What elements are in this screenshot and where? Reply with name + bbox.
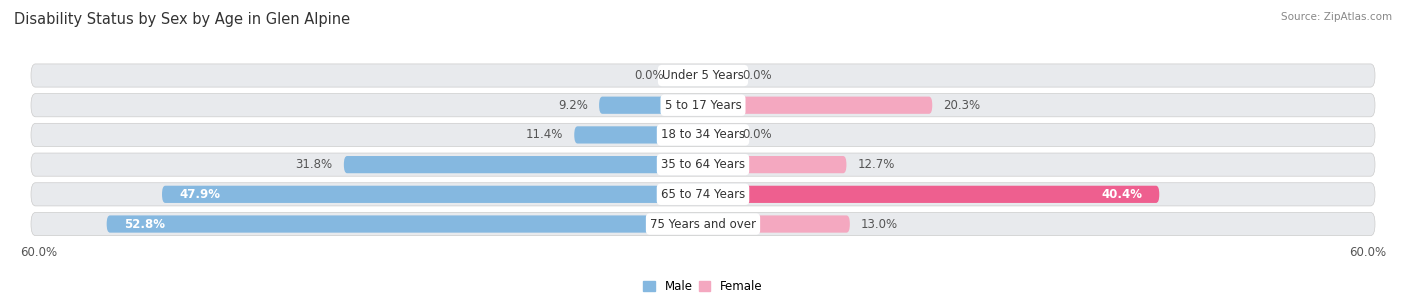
FancyBboxPatch shape	[599, 97, 703, 114]
Text: 31.8%: 31.8%	[295, 158, 333, 171]
FancyBboxPatch shape	[703, 156, 846, 173]
FancyBboxPatch shape	[31, 94, 1375, 117]
FancyBboxPatch shape	[31, 64, 1375, 87]
Text: 11.4%: 11.4%	[526, 128, 562, 141]
FancyBboxPatch shape	[31, 153, 1375, 176]
FancyBboxPatch shape	[31, 212, 1375, 236]
Text: 9.2%: 9.2%	[558, 99, 588, 112]
FancyBboxPatch shape	[703, 186, 1160, 203]
Text: Under 5 Years: Under 5 Years	[662, 69, 744, 82]
Text: 40.4%: 40.4%	[1101, 188, 1142, 201]
Text: 75 Years and over: 75 Years and over	[650, 218, 756, 230]
FancyBboxPatch shape	[344, 156, 703, 173]
FancyBboxPatch shape	[31, 123, 1375, 147]
Text: 12.7%: 12.7%	[858, 158, 896, 171]
FancyBboxPatch shape	[703, 216, 849, 233]
FancyBboxPatch shape	[703, 97, 932, 114]
Text: 35 to 64 Years: 35 to 64 Years	[661, 158, 745, 171]
Text: 13.0%: 13.0%	[860, 218, 898, 230]
Text: 18 to 34 Years: 18 to 34 Years	[661, 128, 745, 141]
Text: 47.9%: 47.9%	[179, 188, 219, 201]
Legend: Male, Female: Male, Female	[638, 275, 768, 298]
Text: 5 to 17 Years: 5 to 17 Years	[665, 99, 741, 112]
Text: 65 to 74 Years: 65 to 74 Years	[661, 188, 745, 201]
Text: 60.0%: 60.0%	[20, 246, 56, 259]
Text: 0.0%: 0.0%	[742, 128, 772, 141]
Text: 0.0%: 0.0%	[742, 69, 772, 82]
FancyBboxPatch shape	[107, 216, 703, 233]
FancyBboxPatch shape	[574, 126, 703, 143]
Text: 52.8%: 52.8%	[124, 218, 165, 230]
Text: Disability Status by Sex by Age in Glen Alpine: Disability Status by Sex by Age in Glen …	[14, 12, 350, 27]
Text: 20.3%: 20.3%	[943, 99, 981, 112]
FancyBboxPatch shape	[162, 186, 703, 203]
Text: Source: ZipAtlas.com: Source: ZipAtlas.com	[1281, 12, 1392, 22]
Text: 60.0%: 60.0%	[1350, 246, 1386, 259]
FancyBboxPatch shape	[31, 183, 1375, 206]
Text: 0.0%: 0.0%	[634, 69, 664, 82]
